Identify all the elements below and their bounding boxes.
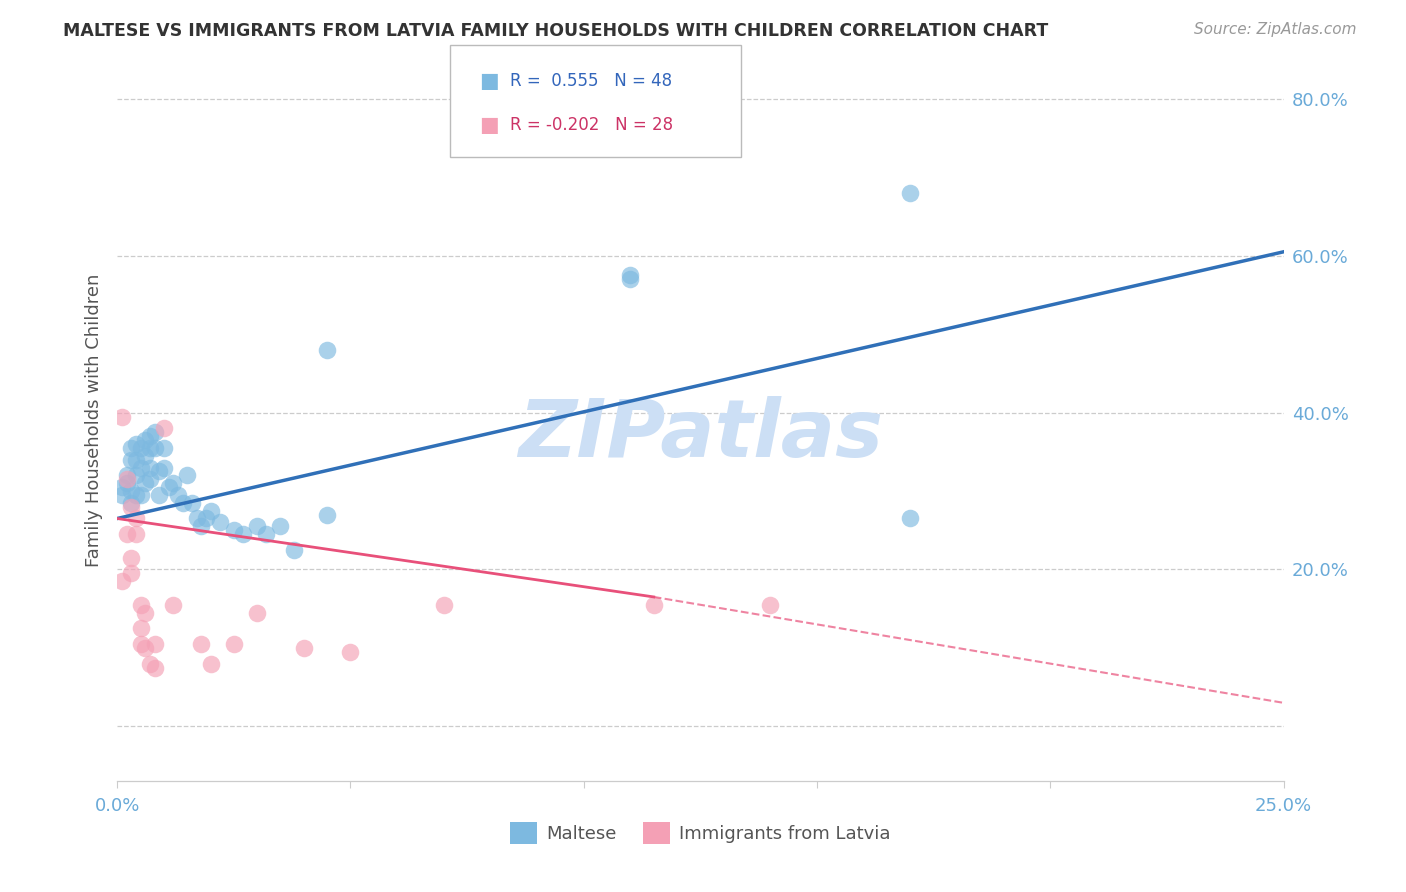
Point	[162, 598, 184, 612]
Point	[115, 468, 138, 483]
Point	[111, 409, 134, 424]
Point	[139, 657, 162, 671]
Point	[120, 483, 142, 498]
Point	[115, 476, 138, 491]
Point	[283, 542, 305, 557]
Point	[246, 606, 269, 620]
Point	[153, 421, 176, 435]
Point	[759, 598, 782, 612]
Point	[153, 460, 176, 475]
Text: R = -0.202   N = 28: R = -0.202 N = 28	[510, 116, 673, 134]
Point	[339, 645, 361, 659]
Point	[125, 452, 148, 467]
Point	[129, 488, 152, 502]
Point	[232, 527, 254, 541]
Point	[125, 527, 148, 541]
Point	[111, 488, 134, 502]
Point	[129, 637, 152, 651]
Point	[129, 621, 152, 635]
Y-axis label: Family Households with Children: Family Households with Children	[86, 274, 103, 567]
Point	[200, 657, 222, 671]
Point	[194, 511, 217, 525]
Point	[898, 186, 921, 200]
Point	[433, 598, 456, 612]
Point	[643, 598, 665, 612]
Point	[316, 508, 339, 522]
Point	[148, 465, 170, 479]
Point	[139, 460, 162, 475]
Point	[129, 598, 152, 612]
Point	[898, 511, 921, 525]
Point	[143, 637, 166, 651]
Point	[316, 343, 339, 357]
Point	[120, 496, 142, 510]
Text: ■: ■	[479, 114, 499, 135]
Point	[125, 511, 148, 525]
Text: Source: ZipAtlas.com: Source: ZipAtlas.com	[1194, 22, 1357, 37]
Point	[134, 433, 156, 447]
Point	[200, 503, 222, 517]
Point	[111, 480, 134, 494]
Text: ■: ■	[479, 71, 499, 91]
Point	[120, 500, 142, 514]
FancyBboxPatch shape	[450, 45, 741, 157]
Point	[269, 519, 291, 533]
Point	[134, 640, 156, 655]
Point	[143, 441, 166, 455]
Point	[143, 425, 166, 440]
Point	[162, 476, 184, 491]
Point	[129, 441, 152, 455]
Point	[619, 268, 641, 283]
Point	[190, 519, 212, 533]
Point	[292, 640, 315, 655]
Point	[120, 550, 142, 565]
Point	[139, 441, 162, 455]
Point	[256, 527, 278, 541]
Point	[222, 637, 245, 651]
Point	[125, 488, 148, 502]
Point	[246, 519, 269, 533]
Point	[143, 660, 166, 674]
Legend: Maltese, Immigrants from Latvia: Maltese, Immigrants from Latvia	[502, 815, 898, 852]
Point	[134, 449, 156, 463]
Point	[139, 472, 162, 486]
Text: MALTESE VS IMMIGRANTS FROM LATVIA FAMILY HOUSEHOLDS WITH CHILDREN CORRELATION CH: MALTESE VS IMMIGRANTS FROM LATVIA FAMILY…	[63, 22, 1049, 40]
Point	[172, 496, 194, 510]
Point	[208, 516, 231, 530]
Point	[134, 606, 156, 620]
Point	[120, 566, 142, 581]
Point	[180, 496, 202, 510]
Point	[120, 441, 142, 455]
Point	[139, 429, 162, 443]
Point	[111, 574, 134, 589]
Point	[186, 511, 208, 525]
Point	[125, 468, 148, 483]
Point	[153, 441, 176, 455]
Text: R =  0.555   N = 48: R = 0.555 N = 48	[510, 71, 672, 89]
Point	[166, 488, 188, 502]
Point	[115, 527, 138, 541]
Text: ZIPatlas: ZIPatlas	[517, 396, 883, 474]
Point	[125, 437, 148, 451]
Point	[134, 476, 156, 491]
Point	[619, 272, 641, 286]
Point	[115, 472, 138, 486]
Point	[129, 460, 152, 475]
Point	[222, 523, 245, 537]
Point	[190, 637, 212, 651]
Point	[176, 468, 198, 483]
Point	[148, 488, 170, 502]
Point	[157, 480, 180, 494]
Point	[120, 452, 142, 467]
